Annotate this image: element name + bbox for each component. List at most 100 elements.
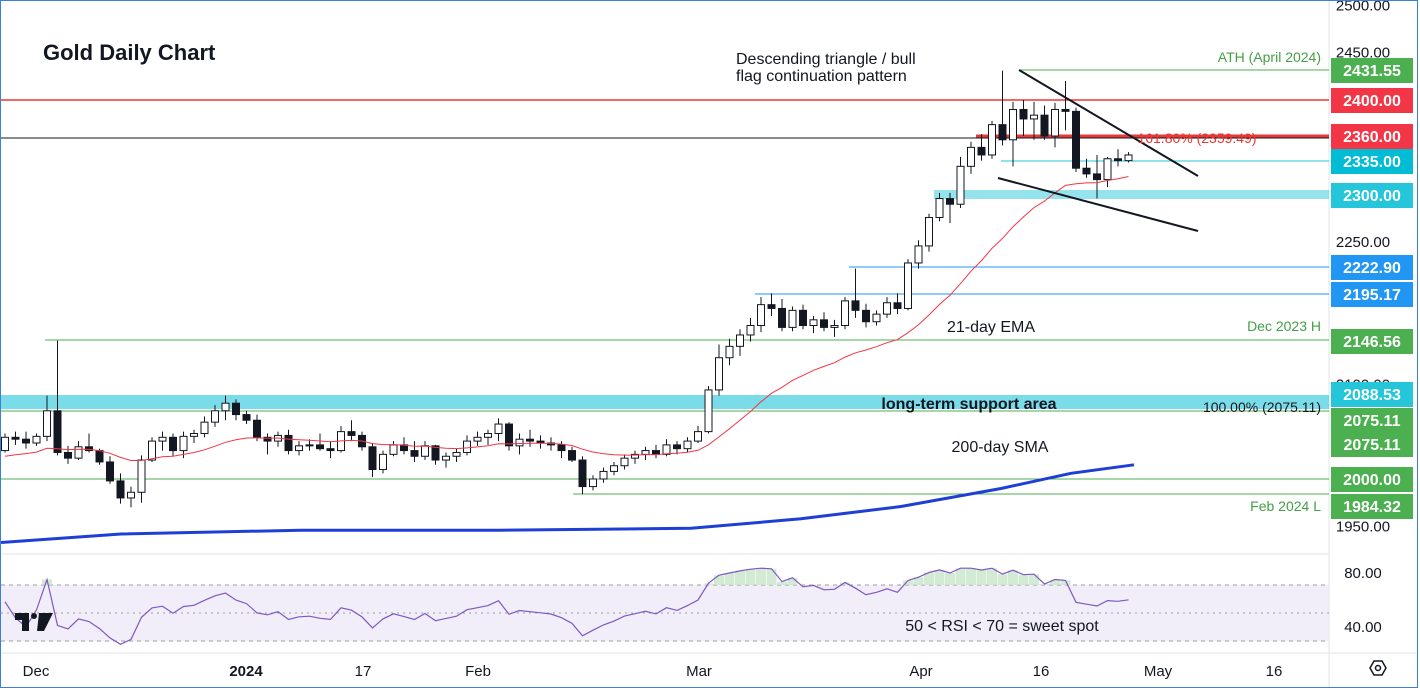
price-level-badge: 2195.17 (1331, 282, 1413, 307)
candle (505, 422, 513, 451)
candle (526, 429, 534, 447)
candle (704, 386, 713, 434)
candle (977, 134, 986, 161)
candle (1124, 152, 1133, 163)
candle (788, 306, 797, 332)
candle (1051, 102, 1059, 148)
svg-text:2075.11: 2075.11 (1344, 413, 1401, 430)
y-tick-label: 1950.00 (1336, 518, 1390, 535)
candle (368, 442, 377, 478)
price-level-badge: 2360.00 (1331, 124, 1413, 149)
candle (757, 297, 765, 333)
candle (179, 431, 188, 459)
candle (1093, 154, 1101, 199)
candle (431, 444, 440, 465)
candle (893, 293, 902, 315)
candle (620, 454, 629, 470)
candle (736, 329, 744, 356)
fib-100-label: 100.00% (2075.11) (1203, 399, 1321, 415)
triangle-lower-line (997, 177, 1199, 232)
x-tick-label: 16 (1266, 663, 1283, 680)
candle (421, 441, 429, 461)
candle (715, 344, 723, 396)
ema-21-line (4, 176, 1129, 461)
candle (379, 450, 387, 474)
candle (956, 156, 965, 209)
rsi-line (4, 567, 1129, 645)
long-term-support-zone (1, 395, 1329, 409)
candle (904, 259, 912, 311)
svg-text:1984.32: 1984.32 (1343, 499, 1401, 516)
x-tick-label: Feb (465, 663, 491, 680)
candle (1072, 107, 1080, 173)
candle (988, 120, 996, 159)
candle (389, 441, 398, 457)
svg-text:2195.17: 2195.17 (1343, 287, 1401, 304)
candle (274, 431, 282, 447)
svg-text:2400.00: 2400.00 (1343, 93, 1401, 110)
svg-text:2300.00: 2300.00 (1343, 188, 1401, 205)
settings-icon[interactable] (1369, 660, 1387, 676)
y-tick-label: 2250.00 (1336, 234, 1390, 251)
rsi-overbought-fill (42, 568, 1071, 585)
candle (673, 441, 681, 455)
candle (1082, 158, 1091, 178)
candle (473, 431, 482, 446)
candle (442, 452, 450, 468)
svg-text:2146.56: 2146.56 (1343, 334, 1401, 351)
candle (1019, 100, 1028, 137)
pattern-note-line2: flag continuation pattern (736, 68, 907, 85)
candle (1061, 81, 1070, 131)
candle (799, 304, 807, 330)
candle (316, 433, 324, 451)
candle (106, 456, 114, 484)
pattern-note-line1: Descending triangle / bull (736, 51, 916, 68)
price-level-badge: 2400.00 (1331, 88, 1413, 113)
triangle-upper-line (1018, 69, 1199, 177)
x-tick-label: 2024 (229, 663, 263, 680)
candle (578, 456, 587, 495)
candle (295, 441, 303, 456)
price-level-badge: 2335.00 (1331, 149, 1413, 174)
support-label: long-term support area (881, 396, 1056, 413)
candle (641, 446, 650, 461)
price-level-badge: 1984.32 (1331, 494, 1413, 519)
svg-text:2431.55: 2431.55 (1343, 63, 1401, 80)
candle (610, 461, 618, 476)
candle (967, 141, 975, 174)
x-tick-label: Dec (23, 663, 50, 680)
candle (484, 429, 492, 445)
candle (652, 444, 660, 459)
candle (631, 450, 639, 464)
candle (463, 435, 471, 456)
price-level-badge: 2431.55 (1331, 58, 1413, 83)
candle (914, 240, 923, 269)
support-zone-2300 (934, 190, 1329, 199)
candle (326, 441, 335, 459)
candle (211, 405, 219, 427)
x-tick-label: May (1144, 663, 1173, 680)
candle (337, 425, 345, 453)
candle (53, 340, 62, 456)
candle (1030, 101, 1038, 140)
ath-note: ATH (April 2024) (1218, 49, 1321, 65)
candle (494, 418, 503, 442)
y-tick-label: 2500.00 (1336, 1, 1390, 14)
candle (809, 316, 818, 334)
fib-161-label: 161.80% (2359.49) (1137, 130, 1256, 146)
candle (127, 486, 135, 508)
candle (158, 431, 167, 451)
candle (116, 473, 125, 504)
candle (137, 455, 146, 503)
price-level-badge: 2222.90 (1331, 255, 1413, 280)
candle (232, 399, 240, 421)
ema-label: 21-day EMA (947, 319, 1035, 336)
candle (820, 312, 828, 332)
candle (925, 213, 933, 252)
candle (11, 431, 20, 445)
sma-200-line (1, 463, 1135, 544)
candle (347, 420, 356, 442)
candle (851, 268, 860, 318)
